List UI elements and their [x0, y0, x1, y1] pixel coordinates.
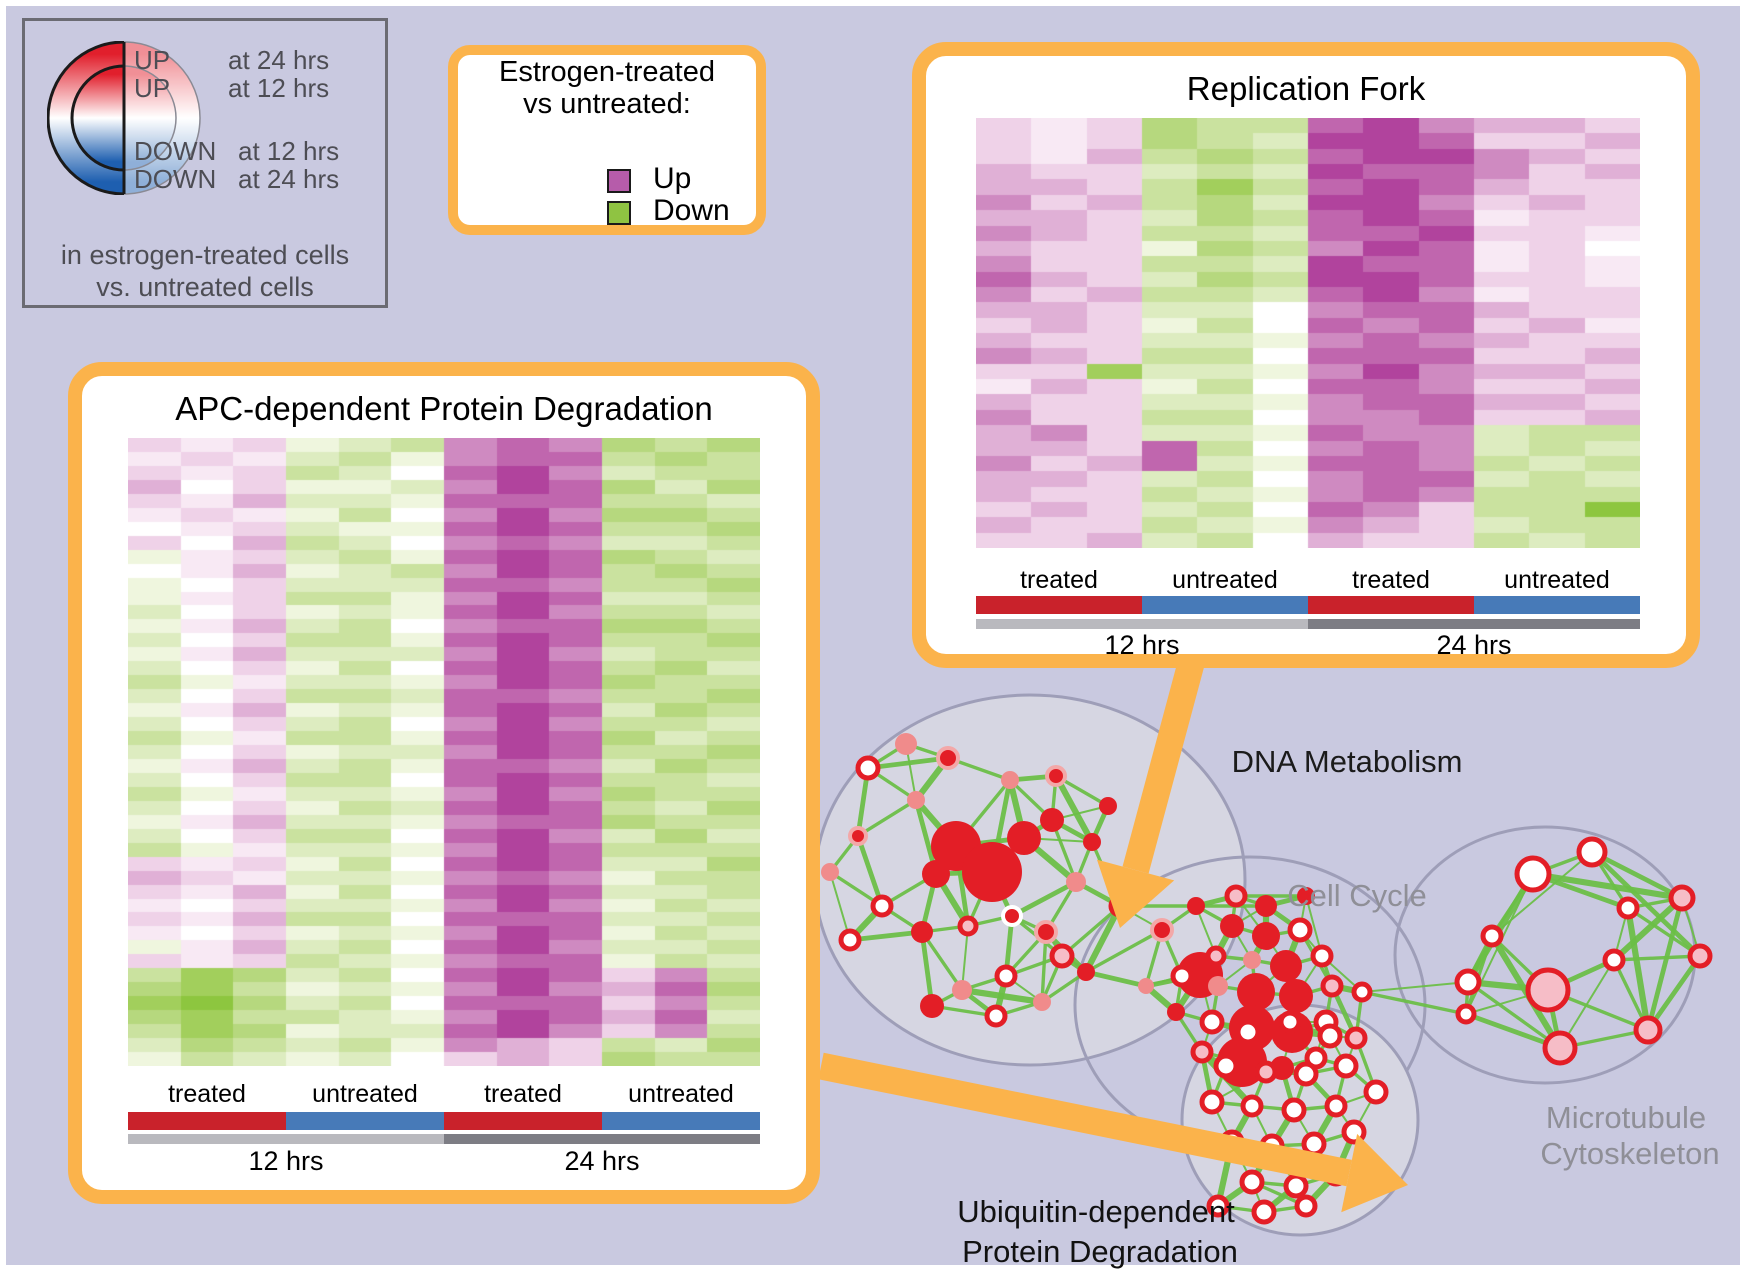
legend-down-24-dir: DOWN [134, 164, 217, 194]
apc-untreated-bar-12 [286, 1112, 444, 1130]
rf-untreated-bar-24 [1474, 596, 1640, 614]
apc-condition-colorbar [128, 1112, 760, 1130]
legend-up-24-time: at 24 hrs [228, 45, 330, 75]
legend-up-12-dir: UP [134, 73, 171, 103]
apc-degradation-heatmap [128, 438, 760, 1066]
apc-label-treated-24: treated [484, 1080, 562, 1108]
rf-treated-bar-24 [1308, 596, 1474, 614]
replication-fork-heatmap [976, 118, 1640, 548]
up-label: Up [653, 162, 692, 195]
legend-down-24-time: at 24 hrs [238, 164, 340, 194]
updown-legend-title-line1: Estrogen-treated [498, 56, 715, 88]
legend-down-12-time: at 12 hrs [238, 136, 340, 166]
rf-label-untreated-12: untreated [1172, 566, 1278, 594]
legend-up-24-dir: UP [134, 45, 171, 75]
updown-legend-title-line2: vs untreated: [523, 88, 691, 120]
legend-caption-line1: in estrogen-treated cells [60, 240, 350, 270]
down-label: Down [653, 194, 730, 227]
apc-24hr-bar [444, 1134, 760, 1144]
rf-condition-labels: treated untreated treated untreated [976, 566, 1640, 595]
apc-time-labels: 12 hrs 24 hrs [128, 1146, 760, 1177]
apc-condition-labels: treated untreated treated untreated [128, 1080, 760, 1109]
up-color-swatch [607, 169, 631, 193]
apc-12hr-bar [128, 1134, 444, 1144]
rf-label-treated-12: treated [1020, 566, 1098, 594]
down-color-swatch [607, 201, 631, 225]
apc-label-treated-12: treated [168, 1080, 246, 1108]
apc-label-untreated-12: untreated [312, 1080, 418, 1108]
rf-12hr-bar [976, 619, 1308, 629]
apc-treated-bar-12 [128, 1112, 286, 1130]
apc-untreated-bar-24 [602, 1112, 760, 1130]
apc-label-untreated-24: untreated [628, 1080, 734, 1108]
rf-label-24hrs: 24 hrs [1436, 630, 1512, 660]
rf-label-12hrs: 12 hrs [1104, 630, 1180, 660]
rf-condition-colorbar [976, 596, 1640, 614]
rf-time-colorbar [976, 619, 1640, 629]
legend-down-12-dir: DOWN [134, 136, 217, 166]
apc-label-24hrs: 24 hrs [564, 1146, 640, 1176]
apc-degradation-title: APC-dependent Protein Degradation [175, 390, 713, 427]
legend-up-12-time: at 12 hrs [228, 73, 330, 103]
apc-label-12hrs: 12 hrs [248, 1146, 324, 1176]
rf-label-treated-24: treated [1352, 566, 1430, 594]
rf-untreated-bar-12 [1142, 596, 1308, 614]
legend-caption-line2: vs. untreated cells [96, 272, 314, 302]
rf-label-untreated-24: untreated [1504, 566, 1610, 594]
rf-time-labels: 12 hrs 24 hrs [976, 630, 1640, 661]
apc-time-colorbar [128, 1134, 760, 1144]
rf-24hr-bar [1308, 619, 1640, 629]
node-ring-glyph-icon [47, 41, 201, 195]
rf-treated-bar-12 [976, 596, 1142, 614]
node-color-legend-box [22, 18, 388, 308]
apc-treated-bar-24 [444, 1112, 602, 1130]
replication-fork-title: Replication Fork [1186, 70, 1426, 107]
